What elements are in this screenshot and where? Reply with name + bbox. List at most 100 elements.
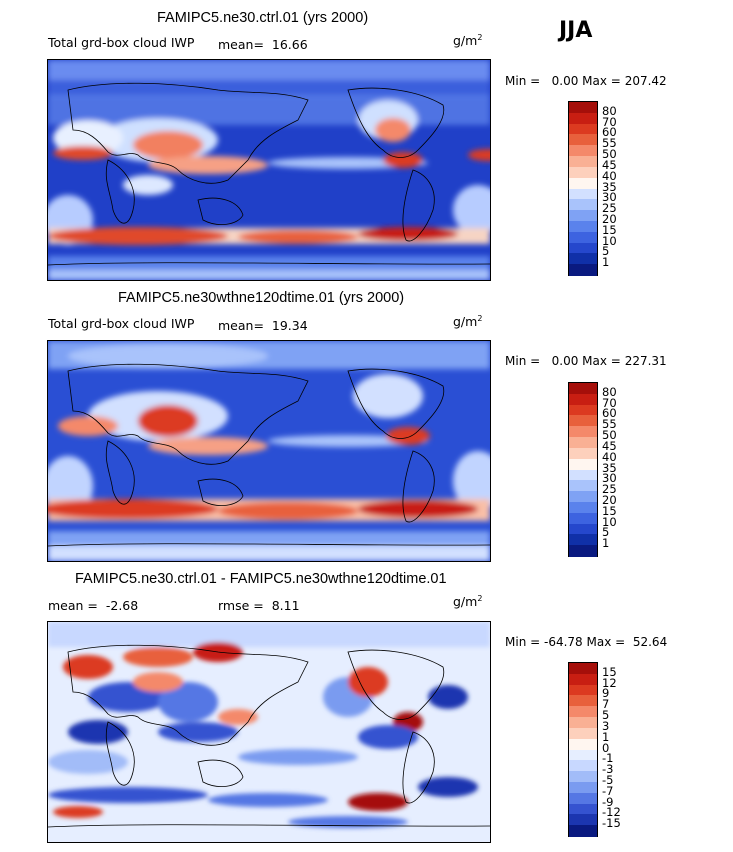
panel3-map-field [48,622,490,842]
panel3-min-label: Min = [505,635,541,649]
colorbar-tick-label: 60 [602,406,617,421]
panel3-mean-value: -2.68 [105,598,139,613]
colorbar-tick-label: 10 [602,514,617,529]
colorbar-tick-label: 15 [602,222,617,237]
colorbar-tick-label: 15 [602,664,617,679]
colorbar-tick-label: 70 [602,114,617,129]
panel3-title: FAMIPC5.ne30.ctrl.01 - FAMIPC5.ne30wthne… [75,571,447,587]
colorbar-tick-label: 10 [602,233,617,248]
colorbar-swatch [569,447,597,460]
colorbar-tick-label: -9 [602,794,614,809]
colorbar-tick-label: -1 [602,751,614,766]
colorbar-swatch [569,134,597,146]
panel2-max-label: Max = [582,354,621,368]
panel1-min-value: 0.00 [551,74,579,88]
panel3-max-value: 52.64 [632,635,668,649]
colorbar-tick-label: 5 [602,708,610,723]
colorbar-swatch [569,825,597,837]
colorbar-swatch [569,673,597,686]
colorbar-swatch [569,803,597,815]
colorbar-swatch [569,738,597,750]
panel3-rmse: rmse = 8.11 [218,598,300,613]
colorbar-swatch [569,415,597,427]
colorbar-tick-label: 50 [602,428,617,443]
panel3-minmax: Min = -64.78 Max = 52.64 [505,635,667,649]
colorbar-tick-label: 30 [602,190,617,205]
colorbar-swatch [569,706,597,718]
colorbar-tick-label: -15 [602,816,621,831]
panel1-minmax: Min = 0.00 Max = 207.42 [505,74,667,88]
colorbar-tick-label: 60 [602,125,617,140]
panel1-units: g/m2 [453,33,483,49]
colorbar-tick-label: 5 [602,525,610,540]
colorbar-swatch [569,156,597,168]
panel3-units: g/m2 [453,594,483,610]
panel1-variable: Total grd-box cloud IWP [48,35,195,50]
panel3-colorbar [568,662,598,837]
colorbar-swatch [569,264,597,276]
colorbar-tick-label: 50 [602,147,617,162]
panel1-max-value: 207.42 [624,74,667,88]
panel1-map [47,59,491,281]
colorbar-tick-label: 5 [602,244,610,259]
colorbar-swatch [569,534,597,546]
panel2-min-label: Min = [505,354,541,368]
colorbar-tick-label: 35 [602,460,617,475]
colorbar-swatch [569,469,597,481]
colorbar-swatch [569,717,597,729]
colorbar-tick-label: 7 [602,697,610,712]
colorbar-swatch [569,242,597,254]
colorbar-swatch [569,458,597,470]
colorbar-tick-label: 1 [602,729,610,744]
colorbar-swatch [569,199,597,211]
colorbar-swatch [569,145,597,157]
colorbar-swatch [569,102,597,114]
panel2-min-value: 0.00 [551,354,579,368]
colorbar-swatch [569,480,597,492]
colorbar-tick-label: -5 [602,772,614,787]
colorbar-swatch [569,188,597,200]
colorbar-tick-label: 40 [602,449,617,464]
panel2-units: g/m2 [453,314,483,330]
season-label: JJA [559,18,593,43]
colorbar-swatch [569,684,597,696]
colorbar-swatch [569,112,597,125]
colorbar-swatch [569,491,597,503]
colorbar-swatch [569,393,597,406]
colorbar-tick-label: 80 [602,384,617,399]
panel1-mean: mean= 16.66 [218,37,308,52]
colorbar-tick-label: 45 [602,438,617,453]
colorbar-swatch [569,426,597,438]
colorbar-tick-label: 3 [602,718,610,733]
panel3-min-value: -64.78 [544,635,583,649]
colorbar-tick-label: 55 [602,417,617,432]
colorbar-swatch [569,383,597,395]
panel2-colorbar [568,382,598,557]
panel1-colorbar [568,101,598,276]
panel1-mean-label: mean= [218,37,264,52]
colorbar-swatch [569,253,597,265]
colorbar-tick-label: 15 [602,503,617,518]
panel1-map-field [48,60,490,280]
panel3-mean-label: mean = [48,598,98,613]
colorbar-swatch [569,501,597,514]
colorbar-tick-label: -3 [602,762,614,777]
panel3-rmse-value: 8.11 [271,598,300,613]
panel2-title: FAMIPC5.ne30wthne120dtime.01 (yrs 2000) [118,290,405,306]
colorbar-tick-label: 70 [602,395,617,410]
colorbar-tick-label: 80 [602,103,617,118]
colorbar-swatch [569,695,597,707]
colorbar-tick-label: 35 [602,179,617,194]
colorbar-tick-label: 9 [602,686,610,701]
colorbar-swatch [569,663,597,675]
colorbar-tick-label: 20 [602,492,617,507]
colorbar-swatch [569,781,597,794]
panel3-map [47,621,491,843]
colorbar-tick-label: 45 [602,157,617,172]
colorbar-tick-label: 1 [602,536,610,551]
colorbar-swatch [569,792,597,805]
colorbar-tick-label: -7 [602,783,614,798]
panel2-mean-value: 19.34 [271,318,308,333]
colorbar-swatch [569,210,597,222]
panel2-map-field [48,341,490,561]
